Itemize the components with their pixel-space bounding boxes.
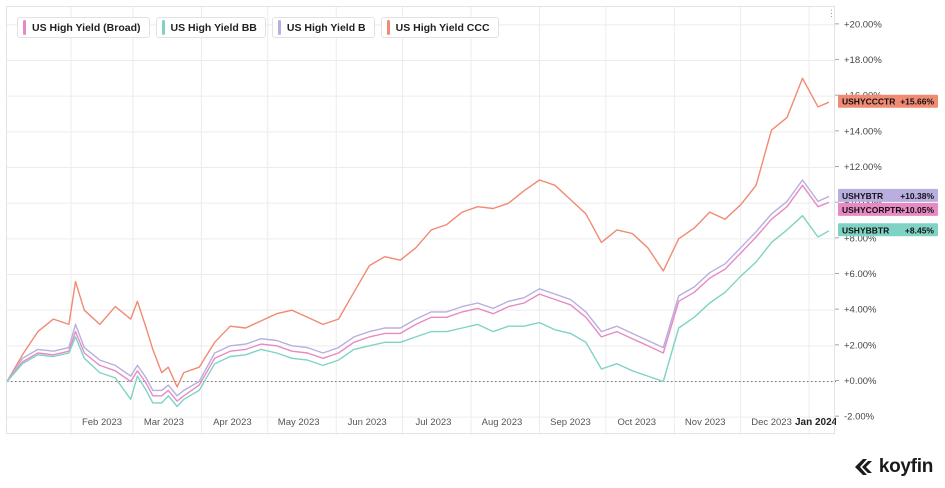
- legend-label: US High Yield (Broad): [32, 21, 141, 34]
- end-value-tag-name: USHYBBTR: [842, 225, 889, 235]
- x-tick-label: Jan 2024: [795, 417, 836, 428]
- chart-plot: Feb 2023 Mar 2023 Apr 2023 May 2023 Jun 2023…: [7, 7, 836, 435]
- legend: US High Yield (Broad) US High Yield BB U…: [17, 17, 499, 38]
- legend-swatch: [23, 20, 26, 35]
- koyfin-logo-icon: [854, 459, 872, 475]
- end-value-tag-name: USHYBTR: [842, 191, 883, 201]
- x-tick-label: May 2023: [278, 417, 320, 428]
- end-value-tag-bg: [838, 188, 938, 202]
- legend-item-b[interactable]: US High Yield B: [271, 17, 375, 38]
- x-tick-label: Feb 2023: [82, 417, 122, 428]
- y-tick-label: +14.00%: [844, 126, 882, 137]
- y-tick-label: +20.00%: [844, 19, 882, 30]
- end-value-tag-value: +15.66%: [900, 97, 934, 107]
- end-value-tag: USHYCORPTR+10.05%: [838, 202, 938, 216]
- end-value-tag-bg: [838, 223, 938, 237]
- legend-label: US High Yield B: [286, 21, 366, 34]
- series-line: [7, 184, 830, 402]
- y-tick-label: +18.00%: [844, 55, 882, 66]
- x-tick-label: Nov 2023: [685, 417, 726, 428]
- end-value-tag-value: +10.05%: [900, 205, 934, 215]
- y-tick-label: +4.00%: [844, 305, 877, 316]
- brand-logo: koyfin: [853, 456, 933, 478]
- x-tick-label: Apr 2023: [213, 417, 252, 428]
- legend-item-bb[interactable]: US High Yield BB: [155, 17, 266, 38]
- brand-name: koyfin: [878, 456, 933, 477]
- series-line: [7, 179, 830, 397]
- chart-menu-icon[interactable]: ⋮: [827, 8, 836, 18]
- y-tick-label: -2.00%: [844, 412, 875, 423]
- y-tick-label: +6.00%: [844, 269, 877, 280]
- end-value-tag-value: +10.38%: [900, 191, 934, 201]
- x-tick-label: Aug 2023: [482, 417, 523, 428]
- end-value-tag-bg: [838, 202, 938, 216]
- y-tick-label: +0.00%: [844, 376, 877, 387]
- legend-swatch: [161, 20, 165, 35]
- end-value-tag-bg: [838, 94, 938, 108]
- legend-label: US High Yield BB: [170, 21, 257, 34]
- legend-swatch: [386, 20, 390, 35]
- legend-item-broad[interactable]: US High Yield (Broad): [17, 17, 150, 38]
- end-value-tag: USHYBTR +10.38%: [838, 188, 938, 202]
- x-tick-label: Jul 2023: [416, 417, 452, 428]
- series-line: [7, 214, 830, 408]
- end-value-tag-name: USHYCCCTR: [842, 97, 895, 107]
- end-value-tag: USHYBBTR +8.45%: [838, 223, 938, 237]
- y-tick-label: +8.00%: [844, 233, 877, 244]
- series-line: [7, 77, 830, 388]
- x-tick-label: Mar 2023: [144, 417, 184, 428]
- chart-area: Feb 2023 Mar 2023 Apr 2023 May 2023 Jun 2023…: [6, 6, 836, 435]
- x-tick-label: Dec 2023: [751, 417, 792, 428]
- legend-swatch: [277, 20, 281, 35]
- end-value-tag-name: USHYCORPTR: [842, 205, 902, 215]
- y-tick-label: +2.00%: [844, 340, 877, 351]
- legend-label: US High Yield CCC: [395, 21, 490, 34]
- end-value-tag-value: +8.45%: [905, 225, 935, 235]
- x-tick-label: Sep 2023: [550, 417, 591, 428]
- end-value-tag: USHYCCCTR +15.66%: [838, 94, 938, 108]
- y-tick-label: +12.00%: [844, 162, 882, 173]
- x-tick-label: Oct 2023: [617, 417, 656, 428]
- y-axis: -2.00% +0.00% +2.00% +4.00% +6.00% +8.00% +10.…: [835, 19, 938, 423]
- x-tick-label: Jun 2023: [348, 417, 387, 428]
- legend-item-ccc[interactable]: US High Yield CCC: [380, 17, 499, 38]
